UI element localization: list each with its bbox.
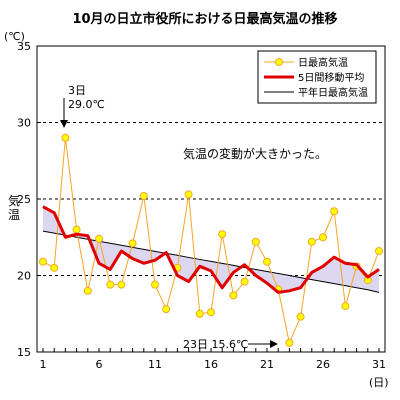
daily-max-point	[72, 225, 81, 234]
legend-marker-daily-max	[275, 58, 283, 66]
legend-label-daily-max: 日最高気温	[298, 56, 348, 69]
daily-max-point	[296, 312, 305, 321]
annotation-day23-arrowhead	[270, 340, 278, 348]
annotation-day3-label: 3日	[68, 84, 86, 97]
chart-title: 10月の日立市役所における日最高気温の推移	[72, 11, 337, 27]
annotation-day23: 23日 15.6℃	[183, 338, 278, 351]
daily-max-point	[39, 257, 47, 266]
x-tick-label: 26	[316, 358, 330, 371]
annotation-day3: 3日 29.0℃	[60, 84, 105, 128]
x-unit-label: (日)	[369, 376, 389, 389]
daily-max-point	[139, 191, 148, 200]
x-axis-ticks: 1 6 11 16 21 26 31	[40, 348, 386, 371]
annotation-variation: 気温の変動が大きかった。	[183, 146, 327, 161]
moving-avg-line	[42, 205, 380, 294]
x-tick-label: 11	[148, 358, 162, 371]
y-unit-label: (℃)	[4, 30, 25, 43]
annotation-day3-arrowhead	[60, 120, 68, 128]
legend-label-moving-avg: 5日間移動平均	[298, 71, 364, 84]
daily-max-point	[195, 309, 204, 318]
daily-max-point	[285, 338, 294, 347]
x-tick-label: 31	[372, 358, 386, 371]
y-tick-label: 35	[17, 40, 31, 53]
daily-max-point	[61, 133, 70, 142]
daily-max-point	[106, 280, 115, 289]
daily-max-point	[263, 257, 271, 266]
daily-max-point	[341, 302, 350, 311]
daily-max-point	[307, 237, 316, 246]
y-axis-title: 気温	[8, 193, 20, 222]
daily-max-point	[251, 237, 260, 246]
annotation-day23-label: 23日 15.6℃	[183, 338, 248, 351]
y-tick-label: 30	[17, 117, 31, 130]
gridlines	[37, 122, 385, 276]
daily-max-point	[162, 305, 171, 314]
daily-max-point	[151, 280, 159, 289]
daily-max-point	[83, 286, 92, 295]
moving-avg-vs-normal-area	[43, 206, 379, 293]
y-tick-label: 15	[17, 346, 31, 359]
deviation-fill	[43, 206, 379, 293]
daily-max-point	[240, 277, 249, 286]
daily-max-point	[319, 233, 327, 242]
y-axis-title-char: 気	[8, 193, 20, 208]
y-tick-label: 20	[17, 270, 31, 283]
x-tick-label: 16	[204, 358, 218, 371]
series-lines	[39, 133, 383, 347]
y-axis-title-char: 温	[8, 208, 20, 222]
legend: 日最高気温 5日間移動平均 平年日最高気温	[257, 50, 377, 104]
annotation-day3-value: 29.0℃	[68, 98, 105, 111]
y-axis-ticks: 15 20 25 30 35	[17, 40, 41, 359]
daily-max-point	[117, 280, 126, 289]
legend-label-normal: 平年日最高気温	[298, 86, 368, 99]
x-tick-label: 1	[40, 358, 47, 371]
daily-max-point	[218, 230, 227, 239]
daily-max-point	[375, 247, 383, 256]
daily-max-point	[50, 263, 59, 272]
daily-max-point	[128, 239, 137, 248]
x-tick-label: 6	[96, 358, 103, 371]
x-tick-label: 21	[260, 358, 274, 371]
daily-max-point	[207, 308, 215, 317]
y-tick-label: 25	[17, 193, 31, 206]
daily-max-point	[229, 291, 238, 300]
daily-max-point	[330, 207, 339, 216]
daily-max-point	[95, 234, 103, 243]
daily-max-point	[184, 190, 193, 199]
